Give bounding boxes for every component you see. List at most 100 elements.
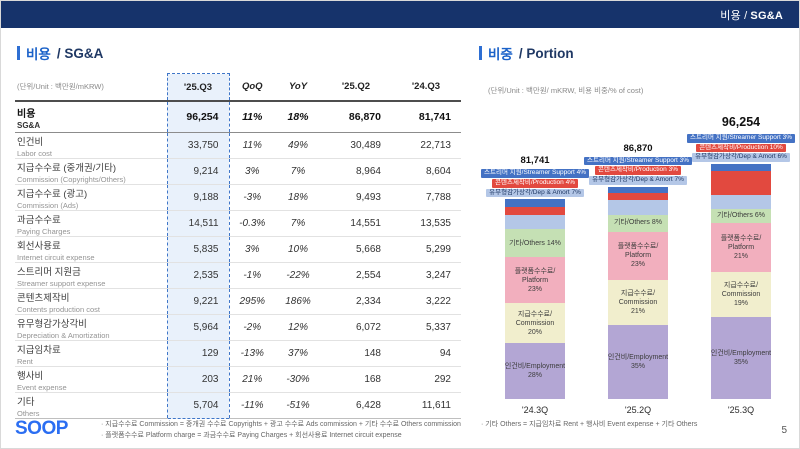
- bar-total-243q: 81,741: [520, 155, 550, 167]
- segment-label: 23%: [630, 261, 645, 269]
- cell-qoq: 295%: [229, 288, 275, 315]
- table-row: 과금수수료 Paying Charges 14,511 -0.3% 7% 14,551 13…: [15, 210, 461, 237]
- cell-qoq: 11%: [229, 100, 275, 133]
- cell-25q3: 96,254: [166, 100, 230, 133]
- table-row: 인건비 Labor cost 33,750 11% 49% 30,489 22,713: [15, 132, 461, 159]
- segment-label: 플랫폼수수료/: [720, 234, 762, 242]
- chip-labels-253q: 스트리머 지원/Streamer Support 3% 콘텐츠제작비/Produc…: [687, 133, 795, 163]
- cell-yoy: 18%: [275, 184, 321, 211]
- top-header-title-bold: SG&A: [750, 9, 783, 22]
- cell-24q3: 11,611: [391, 392, 461, 419]
- portion-title-kr: 비중: [488, 47, 513, 62]
- segment-label: Commission: [618, 299, 658, 307]
- cell-25q2: 9,493: [321, 184, 391, 211]
- cell-25q2: 5,668: [321, 236, 391, 263]
- chip-production: 콘텐츠제작비/Production 10%: [696, 143, 786, 153]
- cell-24q3: 3,247: [391, 262, 461, 289]
- segment-dep-amort: [711, 194, 771, 209]
- footnote-others: 기타 Others = 지급임차료 Rent + 행사비 Event expen…: [481, 419, 697, 430]
- cell-25q2: 14,551: [321, 210, 391, 237]
- segment-commission: 지급수수료/Commission 21%: [608, 280, 668, 325]
- cell-qoq: -1%: [229, 262, 275, 289]
- axis-label-243q: '24.3Q: [521, 405, 549, 415]
- segment-label: 21%: [630, 308, 645, 316]
- segment-streamer-support: [505, 199, 565, 208]
- segment-label: Commission: [515, 319, 555, 327]
- row-label-en: Paying Charges: [17, 226, 71, 236]
- segment-commission: 지급수수료/Commission 19%: [711, 272, 771, 317]
- cell-24q3: 7,788: [391, 184, 461, 211]
- chart-unit-note: (단위/Unit : 백만원/ mKRW, 비용 비중/% of cost): [488, 86, 644, 95]
- row-label-en: Event expense: [17, 382, 67, 392]
- cell-25q3: 33,750: [166, 132, 230, 159]
- page-number: 5: [781, 425, 787, 436]
- chart-x-axis: '24.3Q '25.2Q '25.3Q: [487, 405, 789, 415]
- chip-streamer-support: 스트리머 지원/Streamer Support 4%: [481, 169, 589, 178]
- bar-column-253q: 96,254 스트리머 지원/Streamer Support 3% 콘텐츠제작비/…: [687, 115, 795, 399]
- cell-yoy: 10%: [275, 236, 321, 263]
- row-label-en: Streamer support expense: [17, 278, 106, 288]
- footnotes-left: 지급수수료 Commission = 중개권 수수료 Copyrights + …: [101, 419, 461, 441]
- segment-others: 기타/Others 6%: [711, 208, 771, 223]
- bar-total-252q: 86,870: [623, 142, 653, 154]
- row-label-en: Depreciation & Amortization: [17, 330, 110, 340]
- table-row-sgna-total: 비용 SG&A 96,254 11% 18% 86,870 81,741: [15, 100, 461, 133]
- row-label: 유무형감가상각비 Depreciation & Amortization: [15, 314, 167, 341]
- cell-25q3: 203: [166, 366, 230, 393]
- cell-25q2: 2,334: [321, 288, 391, 315]
- segment-dep-amort: [608, 199, 668, 215]
- cell-yoy: 12%: [275, 314, 321, 341]
- segment-label: 19%: [733, 299, 748, 307]
- cell-qoq: 11%: [229, 132, 275, 159]
- table-unit-note: (단위/Unit : 백만원/mKRW): [17, 82, 104, 92]
- segment-platform: 플랫폼수수료/Platform 23%: [608, 231, 668, 281]
- top-header-title: 비용 / SG&A: [720, 7, 783, 23]
- table-row: 기타 Others 5,704 -11% -51% 6,428 11,611: [15, 392, 461, 419]
- footnote-platform: 플랫폼수수료 Platform charge = 과금수수료 Paying Ch…: [101, 430, 461, 441]
- row-label-en: Rent: [17, 356, 33, 366]
- axis-label-253q: '25.3Q: [727, 405, 755, 415]
- cell-yoy: 7%: [275, 210, 321, 237]
- row-label: 행사비 Event expense: [15, 366, 167, 393]
- segment-label: 35%: [733, 358, 748, 366]
- row-label: 지급임차료 Rent: [15, 340, 167, 367]
- cell-25q3: 129: [166, 340, 230, 367]
- cell-24q3: 292: [391, 366, 461, 393]
- row-label-en: Contents production cost: [17, 304, 100, 314]
- segment-label: 21%: [733, 252, 748, 260]
- segment-production: [711, 171, 771, 195]
- cell-25q3: 9,188: [166, 184, 230, 211]
- chip-labels-252q: 스트리머 지원/Streamer Support 3% 콘텐츠제작비/Produc…: [584, 156, 692, 185]
- chip-dep-amort: 유무형감가상각/Dep & Amort 6%: [692, 153, 790, 163]
- row-label-en: Labor cost: [17, 148, 53, 158]
- cell-25q2: 30,489: [321, 132, 391, 159]
- stacked-bar-253q: 기타/Others 6% 플랫폼수수료/Platform 21% 지급수수료/Comm…: [711, 164, 771, 399]
- footnotes-right: 기타 Others = 지급임차료 Rent + 행사비 Event expen…: [481, 419, 697, 430]
- row-label-en: Others: [17, 408, 40, 418]
- cell-25q2: 6,072: [321, 314, 391, 341]
- row-label-en: Internet circuit expense: [17, 252, 95, 262]
- segment-label: 인건비/Employment: [711, 349, 771, 357]
- segment-employment: 인건비/Employment 35%: [608, 324, 668, 399]
- chip-production: 콘텐츠제작비/Production 4%: [492, 178, 578, 188]
- segment-label: 20%: [527, 328, 542, 336]
- cell-25q3: 14,511: [166, 210, 230, 237]
- column-header-qoq: QoQ: [241, 81, 263, 93]
- row-label: 지급수수료 (광고) Commission (Ads): [15, 184, 167, 211]
- cell-yoy: 7%: [275, 158, 321, 185]
- segment-streamer-support: [711, 164, 771, 172]
- row-label-kr: 유무형감가상각비: [17, 318, 87, 330]
- segment-label: 기타/Others 6%: [717, 212, 765, 220]
- segment-platform: 플랫폼수수료/Platform 23%: [505, 257, 565, 304]
- segment-label: 기타/Others 14%: [509, 239, 561, 247]
- segment-label: 인건비/Employment: [505, 362, 565, 370]
- segment-label: 지급수수료/: [517, 310, 553, 318]
- cell-qoq: -3%: [229, 184, 275, 211]
- segment-commission: 지급수수료/Commission 20%: [505, 303, 565, 344]
- table-row: 유무형감가상각비 Depreciation & Amortization 5,964…: [15, 314, 461, 341]
- chart-bars: 81,741 스트리머 지원/Streamer Support 4% 콘텐츠제작비/…: [481, 115, 795, 399]
- row-label: 스트리머 지원금 Streamer support expense: [15, 262, 167, 289]
- segment-employment: 인건비/Employment 35%: [711, 316, 771, 399]
- segment-label: 지급수수료/: [723, 281, 759, 289]
- cell-24q3: 94: [391, 340, 461, 367]
